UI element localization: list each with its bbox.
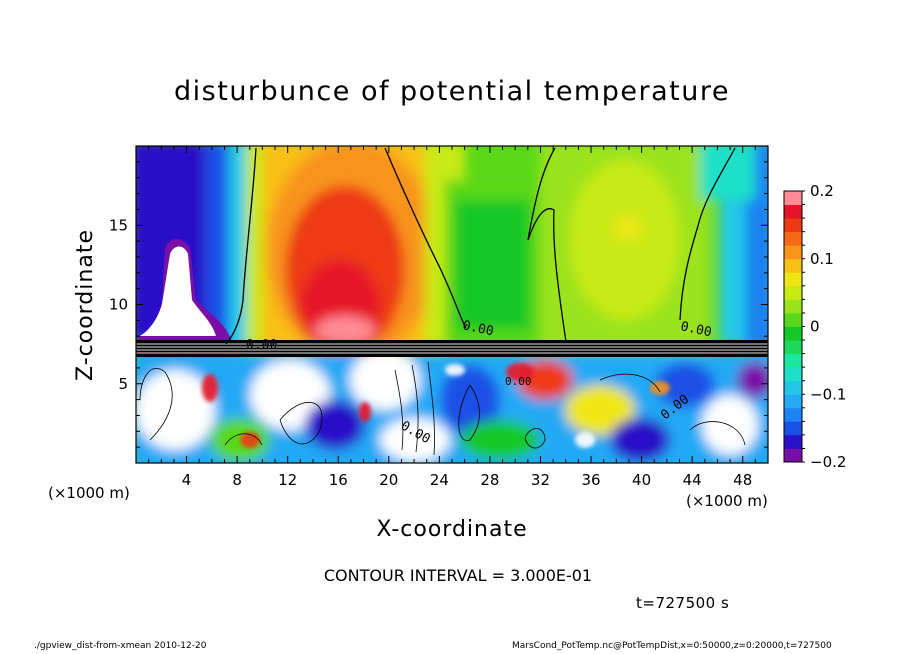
x-unit-right: (×1000 m) — [686, 492, 768, 510]
colorbar-segment — [784, 340, 802, 354]
x-tick-label: 44 — [683, 471, 702, 489]
colorbar-tick-label: 0 — [810, 318, 820, 336]
x-tick-label: 24 — [430, 471, 449, 489]
colorbar-segment — [784, 299, 802, 314]
y-tick-label: 10 — [109, 296, 128, 314]
colorbar-segment — [784, 285, 802, 300]
x-tick-label: 8 — [232, 471, 242, 489]
x-tick-label: 48 — [733, 471, 752, 489]
y-axis: 5 10 15 — [109, 161, 768, 448]
colorbar-segment — [784, 326, 802, 341]
x-axis-title: X-coordinate — [376, 517, 527, 542]
colorbar-tick-label: 0.2 — [810, 182, 834, 200]
colorbar-segment — [784, 421, 802, 436]
x-tick-label: 12 — [278, 471, 297, 489]
colorbar-segment — [784, 272, 802, 287]
colorbar-segment — [784, 434, 802, 449]
colorbar-segment — [784, 231, 802, 246]
chart-title: disturbunce of potential temperature — [174, 76, 730, 107]
colorbar-segment — [784, 204, 802, 219]
x-tick-label: 32 — [531, 471, 550, 489]
footer-script-info: ./gpview_dist-from-xmean 2010-12-20 — [34, 641, 207, 651]
contour-labels: 0.00 0.00 0.00 0.00 0.00 0.00 — [246, 318, 713, 447]
y-tick-label: 15 — [109, 216, 128, 234]
colorbar-segment — [784, 394, 802, 409]
x-tick-label: 16 — [329, 471, 348, 489]
y-axis-title: Z-coordinate — [73, 229, 98, 381]
colorbar-segment — [784, 353, 802, 368]
footer-data-source: MarsCond_PotTemp.nc@PotTempDist,x=0:5000… — [512, 641, 832, 651]
x-tick-label: 36 — [581, 471, 600, 489]
contour-label: 0.00 — [505, 375, 532, 388]
colorbar-segment — [784, 367, 802, 382]
x-tick-label: 4 — [182, 471, 192, 489]
contour-label: 0.00 — [246, 338, 277, 353]
x-tick-label: 40 — [632, 471, 651, 489]
x-axis: 4 8 12 16 20 24 28 32 36 40 44 48 — [148, 146, 756, 489]
colorbar-tick-label: 0.1 — [810, 250, 834, 268]
colorbar-tick-label: −0.2 — [810, 453, 846, 471]
temperature-field — [136, 146, 768, 463]
colorbar-segment — [784, 191, 802, 205]
time-label: t=727500 s — [636, 594, 730, 612]
colorbar-tick-label: −0.1 — [810, 385, 846, 403]
x-tick-label: 28 — [480, 471, 499, 489]
colorbar-segment — [784, 448, 802, 463]
contour-label: 0.00 — [461, 318, 495, 339]
colorbar-segment — [784, 218, 802, 233]
colorbar-segment — [784, 312, 802, 327]
x-unit-left: (×1000 m) — [48, 484, 130, 502]
x-tick-label: 20 — [379, 471, 398, 489]
y-tick-label: 5 — [118, 375, 128, 393]
contour-label: 0.00 — [679, 319, 713, 340]
colorbar-segment — [784, 258, 802, 273]
colorbar-segment — [784, 380, 802, 395]
colorbar-segment — [784, 407, 802, 422]
colorbar: 0.2 0.1 0 −0.1 −0.2 — [783, 182, 846, 471]
contour-interval-note: CONTOUR INTERVAL = 3.000E-01 — [323, 566, 593, 585]
colorbar-segment — [784, 245, 802, 260]
